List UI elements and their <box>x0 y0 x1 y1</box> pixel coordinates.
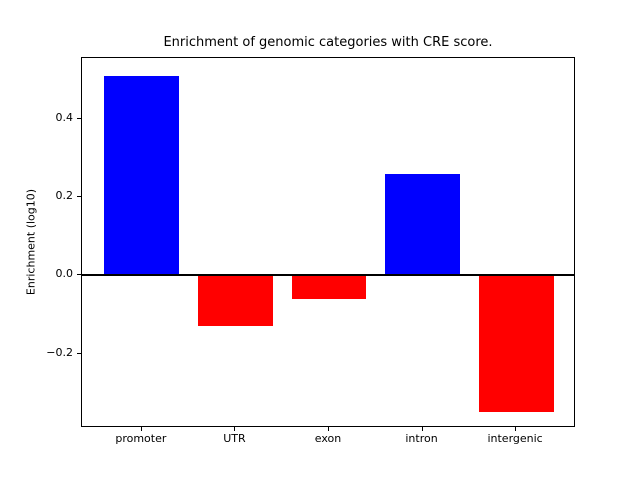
bar-exon <box>291 275 367 299</box>
plot-area <box>81 57 575 427</box>
bar-promoter <box>104 75 180 276</box>
x-tick-mark <box>328 427 329 431</box>
y-tick-mark <box>77 352 81 354</box>
x-tick-label-exon: exon <box>314 432 342 445</box>
bar-intergenic <box>478 275 554 413</box>
x-tick-label-intergenic: intergenic <box>487 432 543 445</box>
x-tick-label-intron: intron <box>405 432 438 445</box>
zero-axhline <box>82 274 574 277</box>
y-tick-label: −0.2 <box>46 345 73 359</box>
x-tick-mark <box>515 427 517 431</box>
x-tick-mark <box>421 427 423 431</box>
y-tick-mark <box>77 195 81 197</box>
x-tick-mark <box>140 427 142 431</box>
x-tick-label-promoter: promoter <box>115 432 167 445</box>
bar-intron <box>385 173 460 276</box>
x-tick-mark <box>234 427 236 431</box>
x-tick-label-UTR: UTR <box>223 432 246 445</box>
bar-UTR <box>198 275 273 327</box>
y-tick-label: 0.4 <box>55 110 74 124</box>
y-tick-label: 0.2 <box>55 188 74 202</box>
y-tick-mark <box>77 274 81 276</box>
y-tick-mark <box>77 117 81 119</box>
chart-title: Enrichment of genomic categories with CR… <box>163 35 493 50</box>
y-tick-label: 0.0 <box>55 267 74 281</box>
